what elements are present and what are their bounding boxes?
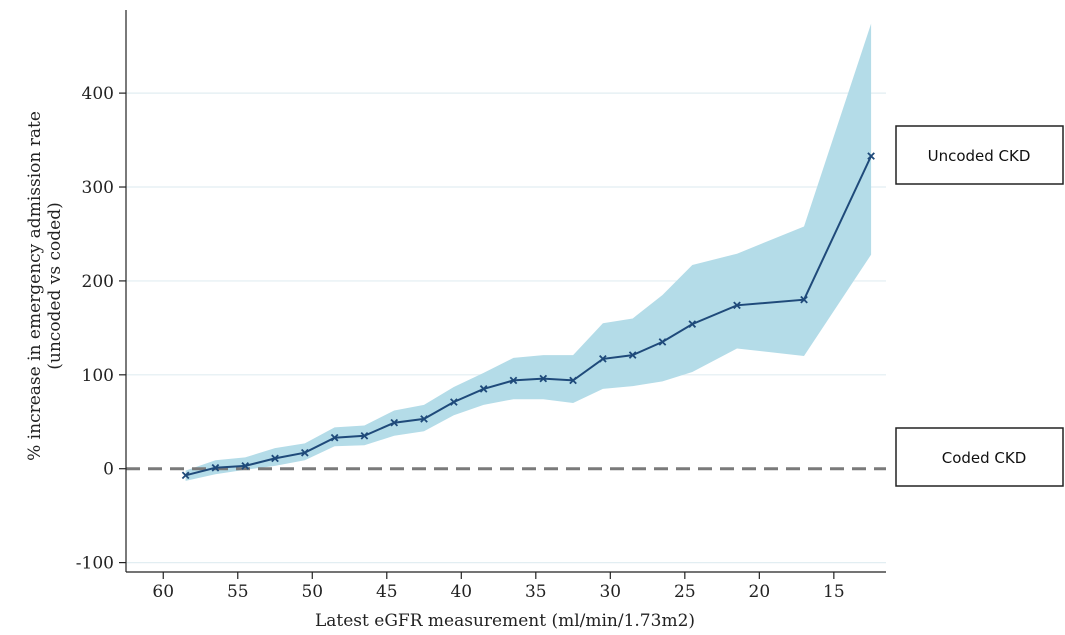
y-tick-label: 300	[82, 178, 114, 198]
data-point	[539, 374, 548, 383]
confidence-band	[185, 23, 872, 481]
y-tick-labels: -100 0 100 200 300 400	[76, 84, 114, 573]
axes	[119, 10, 886, 579]
data-point	[628, 351, 637, 359]
y-axis-title-line-2: (uncoded vs coded)	[45, 202, 65, 369]
data-point	[241, 462, 250, 470]
y-tick-label: 200	[82, 272, 114, 292]
grid-lines	[126, 92, 886, 564]
y-axis-title-line-1: % increase in emergency admission rate	[25, 111, 45, 461]
data-point	[569, 376, 577, 385]
x-tick-label: 40	[450, 582, 472, 602]
data-point	[509, 376, 518, 385]
x-tick-label: 50	[301, 582, 323, 602]
data-markers	[181, 152, 875, 480]
data-point	[450, 398, 458, 406]
x-tick-label: 60	[152, 582, 174, 602]
annotation-label-uncoded: Uncoded CKD	[928, 147, 1031, 165]
x-axis-title: Latest eGFR measurement (ml/min/1.73m2)	[315, 611, 695, 631]
annotation-box-coded	[895, 427, 1064, 487]
annotation-box-uncoded	[895, 125, 1064, 185]
y-tick-label: 0	[103, 460, 114, 480]
x-tick-label: 45	[376, 582, 398, 602]
data-point	[688, 320, 697, 328]
data-point	[271, 454, 279, 463]
y-tick-label: -100	[76, 554, 114, 574]
x-tick-label: 20	[749, 582, 771, 602]
x-tick-label: 25	[674, 582, 696, 602]
y-tick-label: 100	[82, 366, 114, 386]
data-point	[800, 295, 808, 304]
data-point	[300, 448, 309, 457]
data-point	[658, 338, 667, 346]
x-tick-label: 35	[525, 582, 547, 602]
data-point	[599, 355, 607, 363]
x-tick-label: 30	[599, 582, 621, 602]
data-point	[420, 415, 428, 423]
y-axis-title: % increase in emergency admission rate (…	[25, 111, 65, 461]
data-point	[181, 471, 190, 480]
annotation-label-coded: Coded CKD	[942, 449, 1027, 467]
x-tick-labels: 60 55 50 45 40 35 30 25 20 15	[152, 582, 844, 602]
data-point	[360, 432, 369, 440]
data-point	[211, 463, 220, 472]
data-point	[479, 385, 488, 393]
annotation-coded-ckd: Coded CKD	[895, 427, 1064, 487]
data-point	[330, 433, 339, 442]
data-point	[733, 301, 741, 310]
annotation-uncoded-ckd: Uncoded CKD	[895, 125, 1064, 185]
data-point	[390, 418, 399, 427]
x-tick-label: 55	[227, 582, 249, 602]
data-point	[867, 152, 875, 160]
y-tick-label: 400	[82, 84, 114, 104]
x-tick-label: 15	[823, 582, 845, 602]
